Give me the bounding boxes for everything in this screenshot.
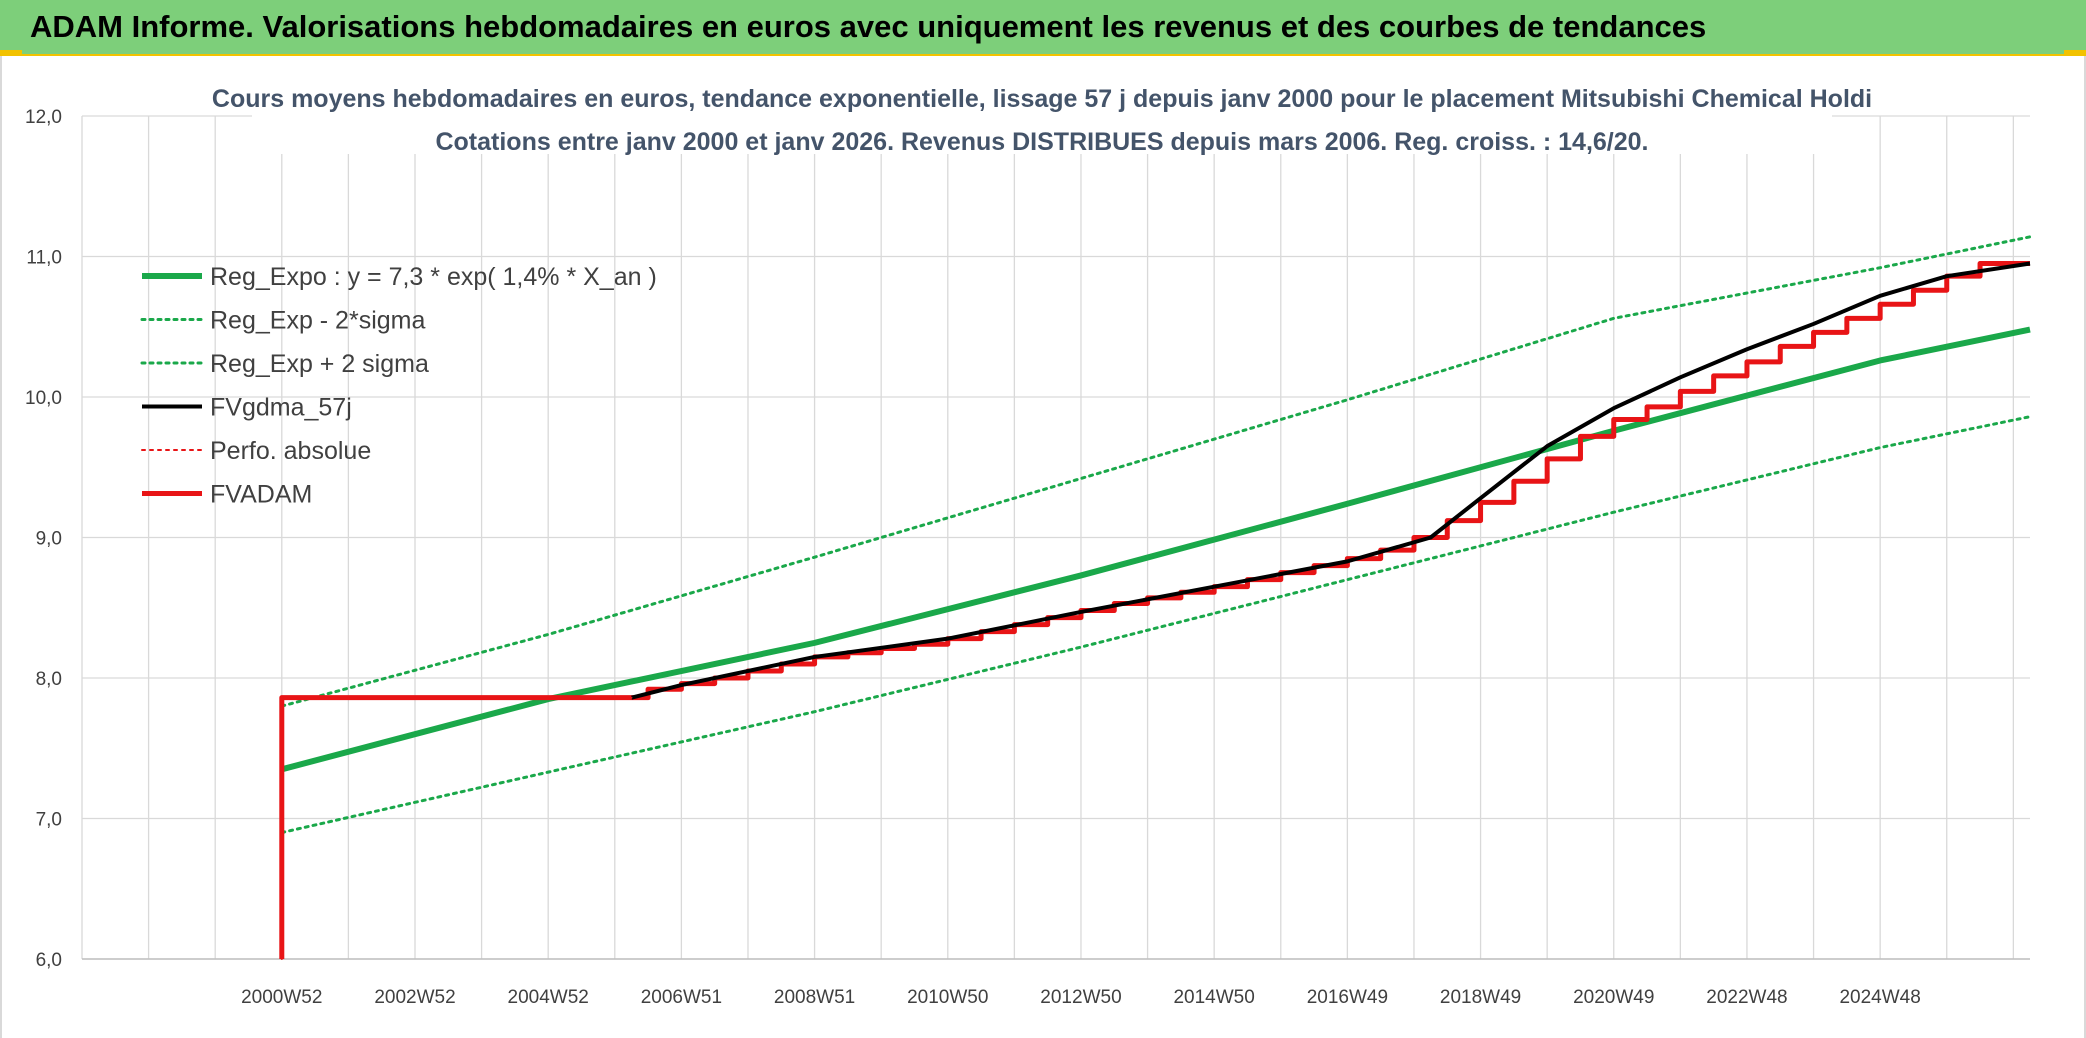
legend-label: Perfo. absolue (210, 437, 371, 465)
legend-label: FVADAM (210, 481, 312, 509)
x-tick-label: 2010W50 (907, 987, 988, 1008)
title-background (252, 76, 1832, 154)
y-tick-label: 8,0 (36, 669, 62, 690)
chart-frame: 6,0 7,0 8,0 9,0 10,0 11,0 12,0 2000W52 2002W52 2… (0, 56, 2086, 1038)
chart-legend: Reg_Expo : y = 7,3 * exp( 1,4% * X_an ) R… (140, 263, 657, 509)
x-tick-label: 2006W51 (641, 987, 722, 1008)
y-tick-label: 11,0 (26, 248, 62, 269)
chart-series (279, 235, 2032, 960)
legend-label: Reg_Exp + 2 sigma (210, 350, 429, 378)
chart-title: Cours moyens hebdomadaires en euros, ten… (212, 85, 1872, 113)
x-tick-label: 2024W48 (1839, 987, 1920, 1008)
y-tick-label: 6,0 (36, 950, 62, 971)
y-tick-label: 10,0 (25, 388, 62, 409)
x-tick-label: 2008W51 (774, 987, 855, 1008)
weekly-valuation-chart: 6,07,08,09,010,011,012,0 2000W52 2002W52 2… (25, 76, 2032, 1008)
x-tick-label: 2012W50 (1040, 987, 1121, 1008)
x-tick-label: 2016W49 (1307, 987, 1388, 1008)
series-line-4 (630, 261, 2031, 700)
x-tick-label: 2002W52 (374, 987, 455, 1008)
x-axis-ticks: 2000W52 2002W52 2004W52 2006W51 2008W51 2010W… (241, 987, 1921, 1008)
legend-label: Reg_Expo : y = 7,3 * exp( 1,4% * X_an ) (210, 263, 657, 291)
y-tick-label: 9,0 (36, 529, 62, 550)
series-line-3 (280, 235, 2032, 708)
series-line-1 (281, 326, 2031, 773)
y-axis-ticks: 6,0 7,0 8,0 9,0 10,0 11,0 12,0 (25, 107, 62, 971)
chart-grid (81, 115, 2030, 960)
corner-accent-right (2064, 50, 2086, 56)
legend-label: Reg_Exp - 2*sigma (210, 307, 425, 335)
legend-label: FVgdma_57j (210, 394, 352, 422)
x-tick-label: 2022W48 (1706, 987, 1787, 1008)
x-tick-label: 2004W52 (508, 987, 589, 1008)
series-line-5 (280, 696, 633, 960)
y-tick-label: 12,0 (25, 107, 62, 128)
series-line-6 (279, 261, 2030, 959)
x-tick-label: 2020W49 (1573, 987, 1654, 1008)
chart-subtitle: Cotations entre janv 2000 et janv 2026. … (435, 128, 1648, 156)
x-tick-label: 2014W50 (1173, 987, 1254, 1008)
x-tick-label: 2018W49 (1440, 987, 1521, 1008)
y-tick-label: 7,0 (36, 810, 62, 831)
report-title: ADAM Informe. Valorisations hebdomadaire… (30, 9, 1707, 44)
corner-accent-left (0, 50, 22, 56)
report-banner: ADAM Informe. Valorisations hebdomadaire… (0, 0, 2086, 56)
chart-titles: Cours moyens hebdomadaires en euros, ten… (212, 76, 1872, 156)
series-line-2 (280, 415, 2032, 835)
x-tick-label: 2000W52 (241, 987, 322, 1008)
